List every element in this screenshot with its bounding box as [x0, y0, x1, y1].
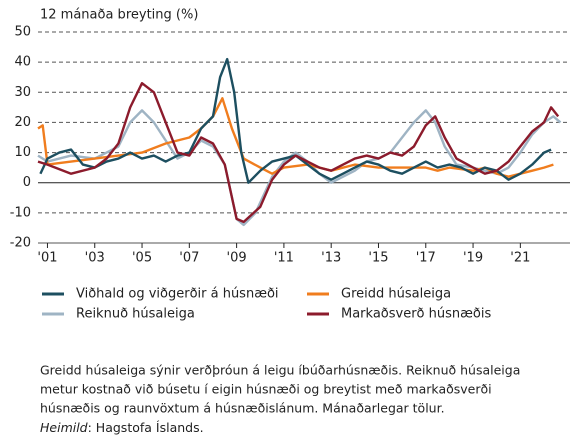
note-line: Greidd húsaleiga sýnir verðþróun á leigu… [40, 363, 520, 378]
series-line [37, 97, 554, 178]
source-label: Heimild [40, 420, 88, 435]
x-tick-label: '09 [227, 251, 247, 266]
x-tick-label: '03 [85, 251, 105, 266]
series-line [39, 57, 552, 184]
legend-label: Markaðsverð húsnæðis [341, 307, 491, 322]
y-tick-label: 50 [14, 25, 31, 40]
source: Heimild: Hagstofa Íslands. [40, 420, 204, 435]
y-tick-label: 0 [23, 175, 31, 190]
x-tick-label: '07 [179, 251, 199, 266]
y-tick-label: -20 [10, 236, 31, 251]
note-line: húsnæðis og raunvöxtum á húsnæðislánum. … [40, 401, 445, 416]
legend-label: Greidd húsaleiga [341, 287, 451, 302]
y-axis-title: 12 mánaða breyting (%) [40, 8, 198, 23]
x-tick-label: '19 [463, 251, 483, 266]
x-tick-label: '21 [510, 251, 530, 266]
y-tick-label: 10 [14, 145, 31, 160]
y-tick-label: -10 [10, 205, 31, 220]
x-tick-label: '17 [416, 251, 436, 266]
y-tick-label: 40 [14, 55, 31, 70]
x-tick-label: '05 [132, 251, 152, 266]
x-tick-label: '13 [321, 251, 341, 266]
x-tick-label: '01 [37, 251, 57, 266]
y-tick-label: 30 [14, 85, 31, 100]
x-tick-label: '15 [368, 251, 388, 266]
legend-label: Viðhald og viðgerðir á húsnæði [76, 287, 279, 302]
note-line: metur kostnað við búsetu í eigin húsnæði… [40, 382, 492, 397]
source-text: : Hagstofa Íslands. [88, 420, 204, 435]
x-tick-label: '11 [274, 251, 294, 266]
y-tick-label: 20 [14, 115, 31, 130]
legend-label: Reiknuð húsaleiga [76, 307, 195, 322]
series-line [37, 82, 560, 224]
